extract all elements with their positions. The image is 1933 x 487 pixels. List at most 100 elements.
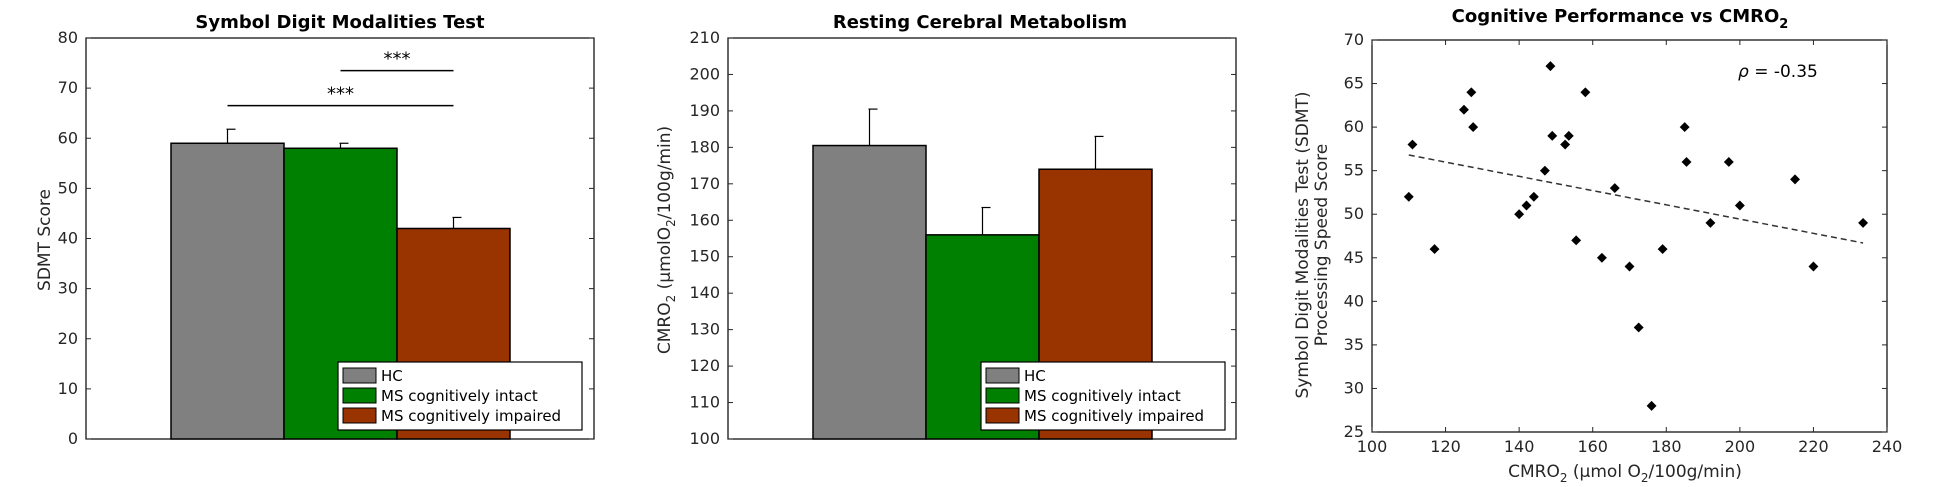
data-point [1790,174,1800,185]
chart2-ylabel-main: CMRO [655,302,675,354]
y-tick-label: 40 [58,229,78,248]
sdmt-chart: Symbol Digit Modalities Test 0 10 20 30 40 50… [35,12,595,448]
data-point [1808,261,1819,272]
chart3-plot-area: 100 120 140 160 180 200 220 240 25 30 35 40 45 50 55 60… [1344,30,1903,456]
y-tick-label: 70 [1344,30,1364,49]
data-point [1459,104,1469,115]
chart3-y-axis-label-line1: Symbol Digit Modalities Test (SDMT) [1293,91,1313,398]
legend-label: HC [1024,367,1046,385]
legend-label: MS cognitively intact [381,387,538,405]
data-point [1521,200,1532,211]
chart2-legend: HC MS cognitively intact MS cognitively im… [980,361,1226,431]
data-point [1646,400,1657,411]
legend-swatch [985,387,1020,404]
chart3-title: Cognitive Performance vs CMRO2 [1452,6,1789,32]
y-tick-label: 25 [1344,422,1364,441]
y-tick-label: 30 [1344,378,1364,397]
chart3-xlabel-rest: (μmol O [1568,462,1641,482]
y-tick-label: 30 [58,279,78,298]
chart2-title: Resting Cerebral Metabolism [833,12,1127,33]
legend-swatch [342,387,377,404]
data-point [1514,209,1525,220]
data-point [1681,157,1692,167]
chart2-y-axis-label: CMRO2 (μmolO2/100g/min) [655,126,678,354]
data-point [1624,261,1635,272]
legend-swatch [342,367,377,384]
y-tick-label: 60 [1344,117,1364,136]
data-point [1596,252,1607,263]
y-tick-label: 65 [1344,74,1364,93]
chart2-ylabel-sub2: 2 [664,219,678,227]
y-tick-label: 80 [58,28,78,47]
data-point [1468,122,1479,133]
data-point [1705,217,1716,228]
y-tick-label: 50 [1344,204,1364,223]
y-tick-label: 210 [689,28,720,47]
chart2-ylabel-rest: (μmolO [655,227,675,295]
data-point [1528,191,1539,202]
y-tick-label: 170 [689,174,720,193]
y-tick-label: 190 [689,101,720,120]
y-tick-label: 0 [68,429,78,448]
data-point [1560,139,1571,150]
data-point [1545,61,1556,72]
y-tick-label: 10 [58,379,78,398]
y-tick-label: 70 [58,78,78,97]
x-tick-label: 140 [1504,437,1535,456]
chart3-xlabel-sub: 2 [1560,471,1568,485]
chart3-xlabel-main: CMRO [1508,462,1560,482]
legend-swatch [342,407,377,424]
data-point [1723,157,1734,167]
data-point [1734,200,1745,211]
y-tick-label: 140 [689,283,720,302]
y-tick-label: 35 [1344,335,1364,354]
data-point [1429,244,1440,255]
bar-hc [170,142,285,440]
data-point [1580,87,1591,98]
plot-frame [1371,39,1888,433]
chart3-title-sub: 2 [1779,17,1788,32]
legend-box [980,361,1226,431]
chart2-ylabel-sub: 2 [664,295,678,303]
y-tick-label: 130 [689,320,720,339]
y-tick-label: 50 [58,178,78,197]
data-point [1657,244,1668,255]
legend-swatch [985,407,1020,424]
legend-label: HC [381,367,403,385]
chart3-title-main: Cognitive Performance vs CMRO [1452,6,1780,27]
legend-swatch [985,367,1020,384]
legend-box [337,361,583,431]
data-point [1403,191,1414,202]
data-point [1609,183,1620,194]
chart1-legend: HC MS cognitively intact MS cognitively im… [337,361,583,431]
y-tick-label: 45 [1344,248,1364,267]
trend-line [1408,154,1864,244]
y-tick-label: 55 [1344,161,1364,180]
rho-symbol: ρ [1738,62,1749,82]
chart3-xlabel-end: /100g/min) [1648,462,1741,482]
data-point [1679,122,1690,133]
x-tick-label: 200 [1725,437,1756,456]
chart3-y-axis-label-line2: Processing Speed Score [1312,144,1332,347]
bar-hc [812,144,927,440]
chart1-title: Symbol Digit Modalities Test [195,12,485,33]
legend-label: MS cognitively impaired [1024,407,1204,425]
y-tick-label: 200 [689,64,720,83]
y-tick-label: 60 [58,128,78,147]
y-tick-label: 150 [689,247,720,266]
legend-label: MS cognitively intact [1024,387,1181,405]
data-point [1633,322,1644,333]
chart3-x-axis-label: CMRO2 (μmol O2/100g/min) [1508,462,1742,485]
data-point [1547,130,1558,141]
y-tick-label: 160 [689,210,720,229]
data-point [1571,235,1582,246]
x-tick-label: 220 [1798,437,1829,456]
y-tick-label: 120 [689,356,720,375]
y-tick-label: 20 [58,329,78,348]
cmro2-chart: Resting Cerebral Metabolism 100 110 120 130… [655,12,1237,448]
data-point [1858,217,1869,228]
scatter-chart: Cognitive Performance vs CMRO2 100 120 140… [1293,6,1902,485]
chart2-ylabel-end: /100g/min) [655,126,675,219]
y-tick-label: 40 [1344,291,1364,310]
